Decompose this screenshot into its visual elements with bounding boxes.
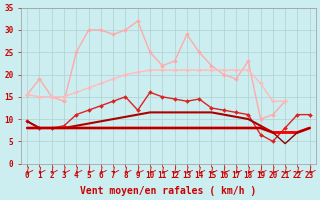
X-axis label: Vent moyen/en rafales ( km/h ): Vent moyen/en rafales ( km/h ) [80,186,257,196]
